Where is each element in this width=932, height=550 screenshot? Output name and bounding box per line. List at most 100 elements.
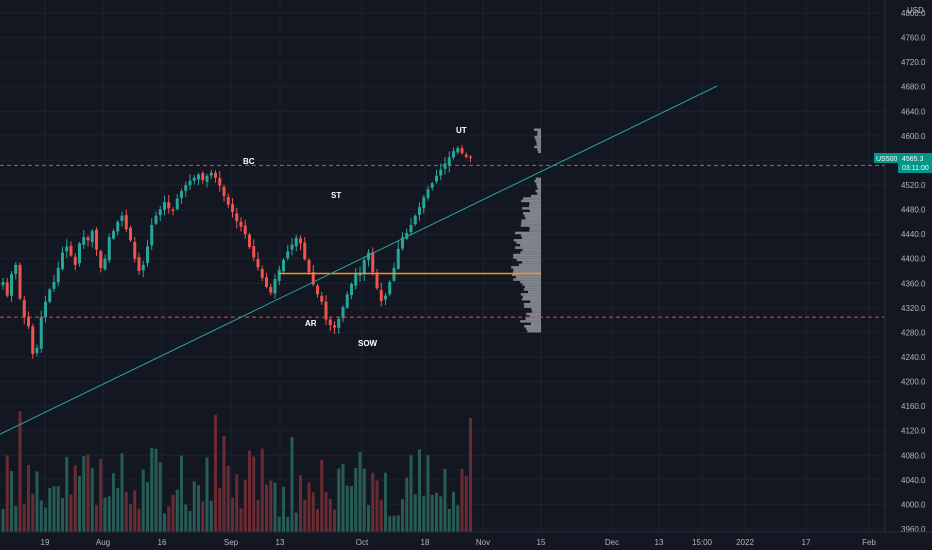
candle-body	[120, 215, 124, 221]
volume-bar	[341, 464, 345, 532]
price-tick-label: 4760.0	[901, 34, 926, 43]
volume-bar	[328, 499, 332, 532]
candle-body	[107, 237, 111, 261]
candle-body	[464, 154, 468, 157]
candle-body	[354, 274, 358, 286]
candle-body	[328, 319, 332, 326]
candle-body	[299, 238, 302, 244]
last-price-badge: US500 4565.3 03:11:00	[874, 153, 932, 173]
candle-body	[171, 209, 175, 211]
profile-bar	[511, 266, 541, 269]
price-tick-label: 4040.0	[901, 476, 926, 485]
profile-bar	[521, 199, 541, 203]
candle-body	[61, 252, 64, 269]
candle-body	[175, 198, 179, 210]
candle-body	[256, 259, 260, 268]
profile-bar	[521, 219, 541, 222]
volume-bar	[129, 503, 132, 532]
time-axis-ticks: 19 Aug 16 Sep 13 Oct 18 Nov 15 Dec 13 15:00 2022 17 Fe…	[41, 538, 877, 547]
volume-bar	[10, 470, 13, 532]
candle-body	[413, 215, 417, 225]
volume-bar	[316, 509, 319, 532]
time-tick-label: 17	[802, 538, 811, 547]
price-axis-panel[interactable]	[885, 0, 932, 532]
candle-body	[69, 245, 73, 256]
profile-bar	[520, 224, 541, 227]
candle-body	[379, 290, 383, 302]
volume-bar	[27, 465, 30, 532]
volume-bar	[124, 491, 128, 532]
candle-body	[362, 259, 366, 275]
volume-bar	[158, 462, 162, 532]
candle-body	[48, 289, 52, 302]
volume-bar	[243, 480, 247, 532]
volume-bar	[345, 485, 349, 532]
candle-body	[341, 307, 345, 319]
volume-bar	[116, 487, 120, 532]
profile-bar	[515, 246, 541, 249]
candle-body	[290, 244, 294, 250]
candle-body	[5, 282, 9, 296]
volume-bar	[82, 455, 86, 532]
volume-bar	[430, 494, 434, 532]
candle-body	[333, 325, 336, 328]
volume-bar	[456, 505, 460, 532]
candle-body	[192, 177, 196, 181]
profile-bar	[529, 209, 541, 213]
candle-body	[286, 251, 290, 259]
time-tick-label: 15:00	[692, 538, 713, 547]
profile-bar	[516, 241, 541, 244]
candle-body	[337, 318, 341, 328]
profile-bar	[513, 271, 541, 274]
volume-bar	[401, 499, 404, 532]
volume-bar	[379, 499, 383, 532]
candle-body	[65, 246, 69, 252]
volume-profile	[511, 128, 541, 333]
candle-body	[184, 185, 188, 191]
candle-body	[235, 213, 239, 222]
price-tick-label: 4440.0	[901, 230, 926, 239]
candle-body	[27, 316, 30, 327]
price-tick-label: 4160.0	[901, 402, 926, 411]
candle-body	[456, 148, 460, 153]
trend-line[interactable]	[0, 85, 718, 437]
time-axis-panel[interactable]	[0, 532, 932, 550]
volume-bar	[286, 516, 290, 532]
profile-bar	[513, 253, 541, 257]
candle-body	[269, 287, 273, 293]
candle-body	[273, 278, 277, 294]
wyckoff-labels: BC ST AR SOW UT	[243, 126, 467, 348]
candle-body	[316, 285, 319, 295]
candle-body	[388, 282, 392, 295]
price-tick-label: 4200.0	[901, 378, 926, 387]
candle-body	[146, 246, 149, 264]
candle-body	[209, 172, 213, 176]
candle-body	[452, 151, 455, 158]
candle-body	[392, 267, 396, 281]
volume-bar	[18, 411, 22, 532]
time-tick-label: 19	[41, 538, 50, 547]
candle-body	[435, 175, 438, 182]
profile-bar	[518, 263, 541, 267]
price-tick-label: 4000.0	[901, 500, 926, 509]
candle-body	[137, 257, 141, 271]
profile-bar	[520, 251, 541, 254]
profile-bar	[523, 302, 541, 306]
candle-body	[430, 183, 434, 188]
volume-bar	[439, 496, 443, 532]
volume-bar	[5, 455, 9, 532]
time-tick-label: 16	[158, 538, 167, 547]
volume-bar	[209, 500, 213, 532]
profile-bar	[536, 182, 541, 185]
price-tick-label: 4600.0	[901, 132, 926, 141]
candle-body	[231, 204, 234, 213]
volume-bar	[260, 448, 264, 532]
profile-bar	[536, 185, 541, 188]
profile-bar	[521, 298, 541, 301]
profile-bar	[527, 329, 541, 333]
horizontal-levels[interactable]	[0, 164, 885, 318]
time-tick-label: Feb	[862, 538, 876, 547]
candle-body	[90, 231, 94, 243]
volume-bar	[48, 488, 52, 532]
